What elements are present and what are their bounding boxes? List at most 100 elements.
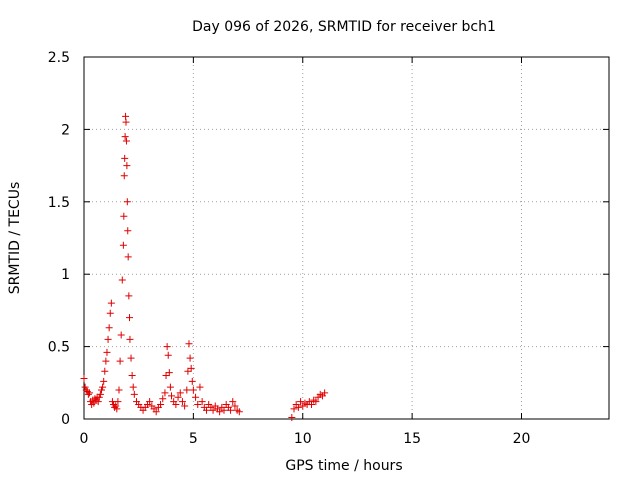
data-point: [198, 398, 206, 406]
data-point: [294, 403, 302, 411]
data-point: [203, 406, 210, 414]
data-point: [121, 133, 129, 141]
x-tick-label: 0: [80, 431, 89, 447]
data-point: [308, 401, 315, 409]
chart-title: Day 096 of 2026, SRMTID for receiver bch…: [192, 19, 496, 35]
data-point: [164, 351, 172, 359]
data-point: [165, 369, 173, 377]
data-point: [117, 331, 125, 339]
x-tick-label: 20: [513, 431, 531, 447]
data-point: [118, 276, 126, 284]
y-tick-label: 1: [61, 267, 70, 283]
x-tick-labels: 0 5 10 15 20: [80, 431, 531, 447]
data-point: [184, 367, 192, 375]
data-point: [107, 299, 115, 307]
data-point: [168, 392, 175, 400]
data-point: [127, 354, 135, 362]
data-point: [216, 408, 224, 416]
data-point: [113, 405, 121, 413]
y-tick-label: 2: [61, 122, 70, 138]
data-point: [162, 372, 170, 380]
data-point: [220, 406, 228, 414]
data-point: [312, 398, 320, 406]
data-point: [124, 227, 132, 235]
data-point: [159, 395, 167, 403]
data-point: [174, 393, 182, 401]
data-point: [227, 406, 235, 414]
data-point: [126, 314, 133, 322]
x-tick-label: 10: [294, 431, 312, 447]
data-point: [126, 335, 134, 343]
data-point: [102, 357, 110, 365]
data-point: [104, 335, 112, 343]
data-point: [146, 398, 154, 406]
data-point: [152, 408, 160, 416]
axis-ticks: [83, 56, 609, 420]
data-point: [100, 377, 108, 385]
data-point: [95, 393, 103, 401]
data-point: [235, 408, 243, 416]
data-point: [122, 118, 130, 126]
data-point: [166, 383, 174, 391]
data-point: [99, 383, 107, 391]
data-point: [188, 377, 196, 385]
data-point: [194, 401, 202, 409]
data-point: [122, 137, 130, 145]
data-point: [163, 343, 171, 351]
data-point: [178, 398, 186, 406]
y-tick-label: 0: [61, 412, 70, 428]
data-points: [80, 112, 329, 422]
data-point: [119, 241, 127, 249]
grid-lines: [84, 57, 609, 419]
data-point: [185, 340, 193, 348]
data-point: [80, 374, 88, 382]
data-point: [297, 398, 305, 406]
data-point: [123, 162, 131, 170]
data-point: [183, 386, 191, 394]
data-point: [124, 253, 132, 261]
data-point: [82, 386, 90, 394]
y-tick-label: 0.5: [48, 340, 70, 356]
data-point: [186, 354, 194, 362]
data-point: [125, 292, 133, 300]
data-point: [121, 154, 129, 162]
data-point: [120, 212, 128, 220]
data-point: [115, 386, 123, 394]
data-point: [189, 386, 197, 394]
data-point: [321, 389, 329, 397]
data-point: [112, 402, 120, 410]
data-point: [157, 401, 165, 409]
data-point: [128, 372, 136, 380]
data-point: [192, 393, 200, 401]
y-tick-label: 1.5: [48, 195, 70, 211]
data-point: [123, 198, 131, 206]
data-point: [96, 390, 104, 398]
data-point: [103, 348, 111, 356]
data-point: [176, 389, 184, 397]
data-point: [290, 405, 298, 413]
data-point: [288, 414, 296, 422]
data-point: [129, 383, 137, 391]
data-point: [130, 390, 138, 398]
plot-frame: [83, 56, 610, 420]
data-point: [231, 402, 239, 410]
data-point: [106, 309, 114, 317]
data-point: [94, 398, 102, 406]
x-tick-label: 5: [189, 431, 198, 447]
x-tick-label: 15: [403, 431, 421, 447]
x-axis-label: GPS time / hours: [285, 458, 402, 474]
data-point: [196, 383, 204, 391]
data-point: [120, 172, 128, 180]
data-point: [209, 406, 217, 414]
data-point: [105, 324, 113, 332]
data-point: [229, 398, 237, 406]
data-point: [187, 364, 195, 372]
data-point: [161, 389, 169, 397]
data-point: [84, 390, 92, 398]
data-point: [85, 389, 93, 397]
data-point: [116, 357, 124, 365]
data-point: [181, 402, 189, 410]
data-point: [98, 386, 105, 394]
data-point: [101, 367, 109, 375]
